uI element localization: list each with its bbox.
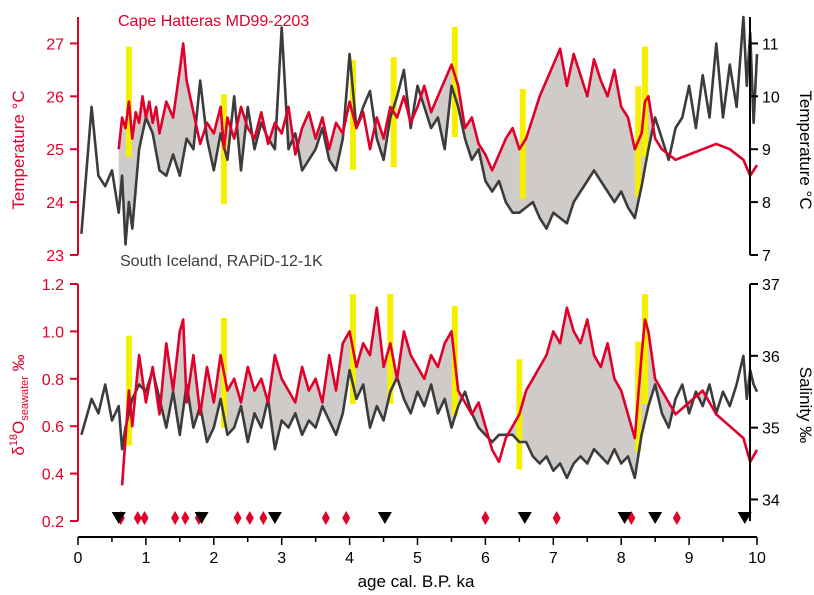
top-right-axis-label: Temperature °C xyxy=(796,90,814,209)
red-diamond-marker xyxy=(321,511,330,525)
bottom-fill-region xyxy=(161,320,186,432)
bottom-fill-region xyxy=(472,403,488,438)
top-fill-region xyxy=(421,50,653,229)
black-triangle-marker xyxy=(267,512,282,524)
red-diamond-marker xyxy=(259,511,268,525)
oxygen-isotope-superscript: 18 xyxy=(8,434,20,446)
permil-unit: ‰ xyxy=(9,354,28,376)
bottom-right-axis-label: Salinity ‰ xyxy=(796,367,814,444)
bottom-left-axis-label: δ18Oseawater ‰ xyxy=(8,354,31,455)
x-tick-label: 1 xyxy=(141,550,150,567)
red-diamond-marker xyxy=(233,511,242,525)
x-tick-label: 6 xyxy=(481,550,490,567)
bottom-hatteras-series-line xyxy=(120,306,759,486)
bottom-fill-region xyxy=(508,309,672,478)
red-diamond-marker xyxy=(140,511,149,525)
x-tick-label: 8 xyxy=(617,550,626,567)
top-red-annotation: Cape Hatteras MD99-2203 xyxy=(118,13,309,30)
axes: 232425262778910110.20.40.60.81.01.234353… xyxy=(42,17,780,567)
black-triangle-marker xyxy=(648,512,663,524)
top-hatteras-series-line xyxy=(117,42,759,177)
x-tick-label: 7 xyxy=(549,550,558,567)
top-left-tick-label: 25 xyxy=(46,142,64,159)
bottom-right-tick-label: 35 xyxy=(762,421,780,438)
red-diamond-marker xyxy=(342,511,351,525)
bottom-fill-region xyxy=(269,312,462,447)
x-tick-label: 10 xyxy=(748,550,766,567)
x-axis-label: age cal. B.P. ka xyxy=(358,572,475,591)
top-right-tick-label: 10 xyxy=(762,89,780,106)
x-tick-label: 0 xyxy=(74,550,83,567)
black-triangle-marker xyxy=(617,512,632,524)
bottom-iceland-series-line xyxy=(80,354,759,480)
top-fill-region xyxy=(118,48,196,237)
x-tick-label: 2 xyxy=(209,550,218,567)
oxygen-symbol: O xyxy=(9,421,28,434)
top-left-tick-label: 26 xyxy=(46,89,64,106)
black-triangle-marker xyxy=(377,512,392,524)
red-diamond-marker xyxy=(481,511,490,525)
x-tick-label: 4 xyxy=(345,550,354,567)
top-left-tick-label: 24 xyxy=(46,195,64,212)
top-left-tick-label: 27 xyxy=(46,36,64,53)
top-right-tick-label: 8 xyxy=(762,195,771,212)
top-highlight-bar xyxy=(451,27,458,137)
top-right-tick-label: 11 xyxy=(762,36,779,53)
bottom-right-tick-label: 34 xyxy=(762,492,780,509)
bottom-highlight-bar xyxy=(641,294,648,404)
top-right-tick-label: 9 xyxy=(762,142,771,159)
red-diamond-marker xyxy=(181,511,190,525)
x-tick-label: 3 xyxy=(277,550,286,567)
black-triangle-marker xyxy=(111,512,126,524)
x-tick-label: 9 xyxy=(685,550,694,567)
bottom-right-tick-label: 37 xyxy=(762,277,780,294)
seawater-subscript: seawater xyxy=(19,376,31,421)
bottom-right-tick-label: 36 xyxy=(762,349,780,366)
bottom-left-tick-label: 0.8 xyxy=(42,372,64,389)
top-left-axis-label: Temperature °C xyxy=(9,90,28,209)
top-panel-series xyxy=(80,15,759,246)
black-triangle-marker xyxy=(737,512,752,524)
red-diamond-marker xyxy=(552,511,561,525)
black-triangle-marker xyxy=(517,512,532,524)
age-markers xyxy=(111,511,752,525)
red-diamond-marker xyxy=(171,511,180,525)
red-diamond-marker xyxy=(672,511,681,525)
bottom-panel-series xyxy=(80,306,759,486)
bottom-left-tick-label: 0.6 xyxy=(42,419,64,436)
black-triangle-marker xyxy=(194,512,209,524)
bottom-left-tick-label: 1.0 xyxy=(42,324,64,341)
x-tick-label: 5 xyxy=(413,550,422,567)
red-diamond-marker xyxy=(133,511,142,525)
delta-symbol: δ xyxy=(9,446,28,455)
top-left-tick-label: 23 xyxy=(46,248,64,265)
top-fill-region xyxy=(298,112,344,170)
bottom-left-tick-label: 1.2 xyxy=(42,277,64,294)
top-right-tick-label: 7 xyxy=(762,248,771,265)
bottom-left-tick-label: 0.2 xyxy=(42,514,64,531)
top-dark-annotation: South Iceland, RAPiD-12-1K xyxy=(120,253,323,270)
bottom-left-tick-label: 0.4 xyxy=(42,467,64,484)
red-diamond-marker xyxy=(245,511,254,525)
